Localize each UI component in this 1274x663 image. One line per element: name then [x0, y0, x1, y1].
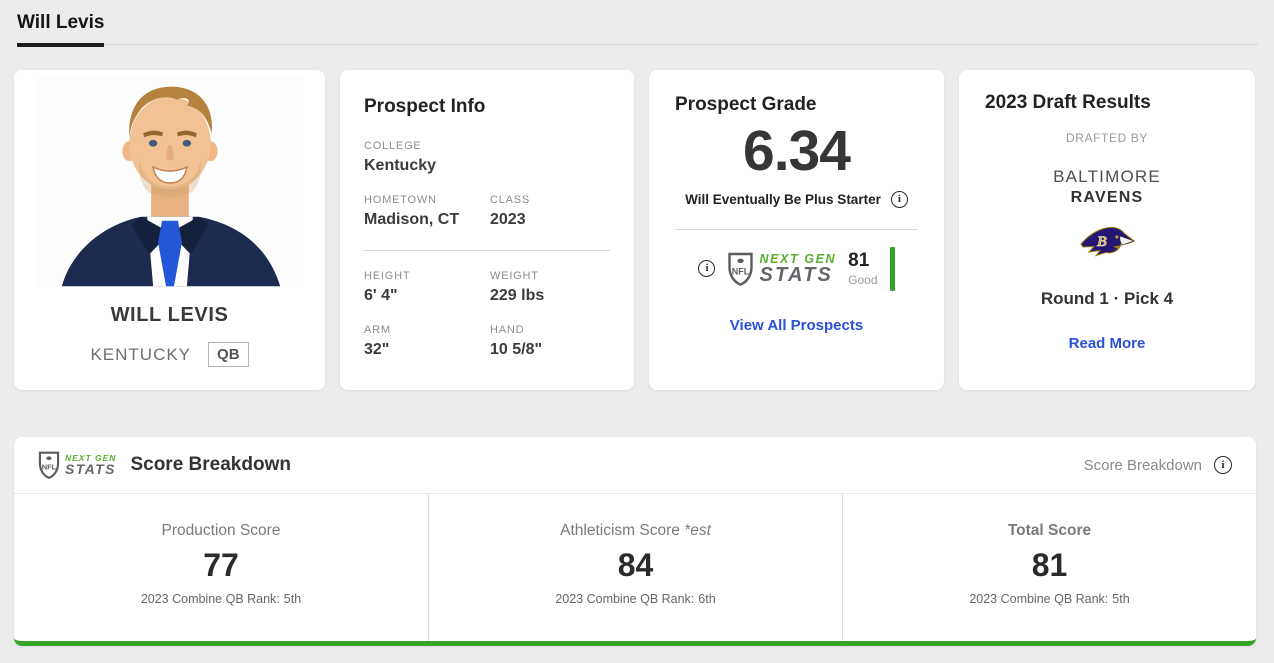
score-breakdown-header-right: Score Breakdown i [1084, 456, 1232, 474]
score-breakdown-right-label: Score Breakdown [1083, 456, 1202, 474]
draft-results-card: 2023 Draft Results DRAFTED BY BALTIMORE … [959, 70, 1255, 390]
next-gen-stats-logo: NFL NEXT GEN STATS [727, 252, 836, 286]
field-hand: HAND 10 5/8" [490, 324, 543, 358]
ngs-wordmark-line2: STATS [759, 264, 834, 287]
player-name: WILL LEVIS [110, 304, 229, 326]
header-divider [17, 44, 1258, 45]
svg-text:NFL: NFL [42, 463, 57, 472]
field-class: CLASS 2023 [490, 194, 531, 228]
ngs-score-row: i NFL NEXT GEN STATS 81 Good [675, 245, 918, 293]
player-card: WILL LEVIS KENTUCKY QB [14, 70, 325, 390]
info-card-divider [364, 250, 610, 251]
next-gen-stats-logo-small: NFL NEXT GEN STATS [38, 451, 116, 479]
prospect-info-card: Prospect Info COLLEGE Kentucky HOMETOWN … [340, 70, 634, 390]
svg-text:NFL: NFL [732, 266, 750, 276]
total-score-rank: 2023 Combine QB Rank: 5th [969, 591, 1130, 606]
round-pick: Round 1 · Pick 4 [1040, 289, 1174, 308]
athleticism-score-value: 84 [617, 546, 654, 583]
field-weight: WEIGHT 229 lbs [490, 270, 545, 304]
ngs-score-bar [889, 246, 895, 291]
ngs-score-grade-label: Good [848, 273, 878, 288]
read-more-link[interactable]: Read More [1068, 335, 1146, 352]
production-score-label: Production Score [161, 521, 281, 539]
field-arm: ARM 32" [364, 324, 391, 358]
prospect-info-title: Prospect Info [364, 96, 486, 117]
player-headshot-photo [35, 75, 304, 287]
field-height: HEIGHT 6' 4" [364, 270, 411, 304]
ngs-info-icon[interactable]: i [698, 260, 716, 278]
grade-info-icon[interactable]: i [890, 190, 908, 208]
total-score-value: 81 [1031, 546, 1068, 583]
score-panels: Production Score 77 2023 Combine QB Rank… [14, 493, 1256, 641]
player-school: KENTUCKY [90, 344, 192, 364]
cards-row: WILL LEVIS KENTUCKY QB Prospect Info COL… [0, 70, 1274, 390]
grade-card-divider [675, 228, 918, 230]
ngs-wordmark-line1: NEXT GEN [65, 452, 117, 463]
tab-will-levis[interactable]: Will Levis [17, 12, 105, 47]
field-hometown: HOMETOWN Madison, CT [364, 194, 460, 228]
prospect-grade-title: Prospect Grade [675, 94, 817, 115]
ngs-wordmark-line2: STATS [65, 461, 116, 478]
field-college: COLLEGE Kentucky [364, 140, 437, 174]
score-breakdown-title: Score Breakdown [130, 454, 291, 475]
score-breakdown-header: NFL NEXT GEN STATS Score Breakdown Score… [14, 437, 1256, 493]
view-all-prospects-link[interactable]: View All Prospects [729, 316, 864, 334]
prospect-grade-description: Will Eventually Be Plus Starter i [675, 190, 918, 208]
prospect-grade-card: Prospect Grade 6.34 Will Eventually Be P… [649, 70, 944, 390]
team-name: RAVENS [1070, 189, 1144, 206]
nfl-shield-icon: NFL [728, 252, 754, 286]
athleticism-score-rank: 2023 Combine QB Rank: 6th [555, 591, 716, 606]
player-position-badge: QB [208, 342, 249, 367]
total-score-label: Total Score [1007, 521, 1092, 539]
production-score-rank: 2023 Combine QB Rank: 5th [140, 591, 302, 606]
athleticism-score-label: Athleticism Score *est [560, 521, 711, 539]
ngs-wordmark-line1: NEXT GEN [759, 251, 837, 266]
total-score-panel: Total Score 81 2023 Combine QB Rank: 5th [842, 494, 1256, 641]
ngs-score: 81 Good [848, 249, 877, 288]
score-breakdown-info-icon[interactable]: i [1214, 456, 1232, 474]
drafted-by-label: DRAFTED BY [1065, 131, 1148, 145]
nfl-shield-icon: NFL [38, 451, 60, 479]
draft-results-title: 2023 Draft Results [985, 92, 1151, 113]
page-header: Will Levis [0, 0, 1274, 70]
team-city: BALTIMORE [1053, 167, 1161, 186]
athleticism-score-panel: Athleticism Score *est 84 2023 Combine Q… [428, 494, 842, 641]
svg-text:B: B [1096, 234, 1107, 250]
production-score-value: 77 [203, 546, 239, 583]
score-breakdown-section: NFL NEXT GEN STATS Score Breakdown Score… [14, 437, 1256, 646]
player-meta: KENTUCKY QB [90, 342, 249, 367]
production-score-panel: Production Score 77 2023 Combine QB Rank… [14, 494, 428, 641]
prospect-grade-value: 6.34 [743, 119, 851, 183]
ravens-team-logo: B [985, 224, 1229, 265]
ngs-score-number: 81 [848, 250, 870, 272]
